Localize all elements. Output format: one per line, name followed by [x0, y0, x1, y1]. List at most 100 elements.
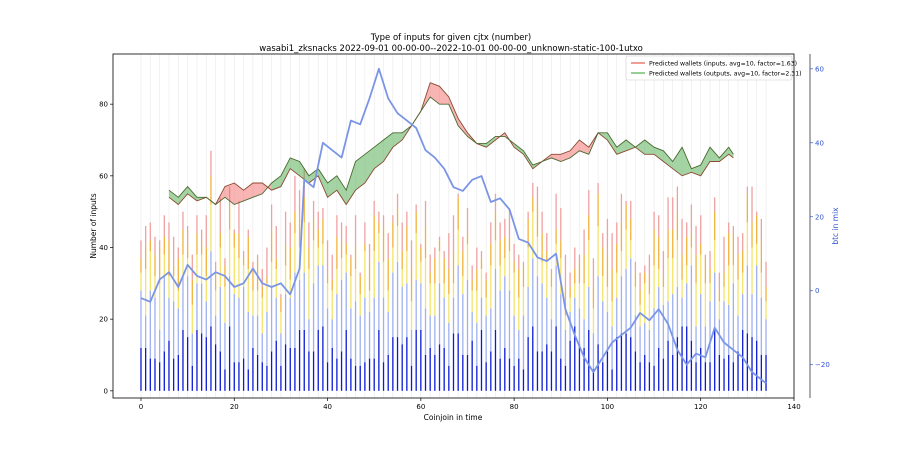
bar-fresh	[191, 365, 193, 391]
bar-top	[611, 233, 613, 269]
bar-top	[560, 208, 562, 241]
bar-remix	[700, 294, 702, 348]
bar-top	[182, 211, 184, 230]
bar-fresh	[630, 337, 632, 391]
bar-fresh	[331, 347, 333, 391]
bar-fresh	[424, 355, 427, 391]
bar-mid	[219, 247, 221, 287]
bar-top	[434, 247, 436, 259]
y-tick-label: 60	[99, 172, 108, 180]
bar-upper	[261, 286, 263, 298]
bar-fresh	[308, 351, 310, 391]
bar-remix	[653, 308, 655, 366]
bar-mid	[406, 251, 408, 284]
bar-remix	[224, 322, 226, 370]
bar-upper	[760, 240, 762, 273]
bar-mid	[378, 233, 380, 262]
bar-fresh	[662, 358, 665, 391]
bar-top	[494, 193, 497, 212]
bar-mid	[149, 251, 151, 291]
wallet-band-segment	[364, 147, 375, 183]
bar-top	[210, 150, 212, 176]
bar-remix	[648, 329, 651, 363]
bar-remix	[233, 294, 235, 363]
bar-fresh	[392, 337, 394, 391]
bar-fresh	[284, 344, 287, 391]
bar-remix	[392, 272, 394, 338]
bar-remix	[732, 283, 735, 363]
bar-fresh	[289, 347, 291, 391]
bar-mid	[210, 204, 212, 252]
bar-remix	[396, 261, 399, 338]
bar-upper	[583, 254, 585, 284]
bar-remix	[443, 297, 445, 348]
bar-upper	[686, 236, 688, 266]
bar-mid	[508, 251, 511, 291]
bar-upper	[158, 247, 161, 284]
bar-mid	[191, 304, 193, 334]
chart-title: Type of inputs for given cjtx (number)	[370, 33, 532, 43]
bar-mid	[462, 276, 464, 295]
bar-mid	[317, 247, 319, 266]
bar-top	[420, 243, 422, 248]
bar-top	[275, 226, 277, 259]
bar-mid	[546, 261, 548, 298]
bar-mid	[630, 240, 632, 259]
wallet-band-segment	[458, 118, 468, 137]
y-tick-label: 40	[99, 244, 108, 252]
bar-mid	[368, 290, 371, 312]
bar-mid	[200, 254, 203, 284]
bar-fresh	[518, 358, 520, 391]
bar-top	[354, 215, 357, 248]
bar-upper	[513, 261, 515, 273]
bar-top	[630, 200, 632, 219]
y-axis: 0 20 40 60 80	[99, 101, 113, 395]
bar-fresh	[471, 340, 473, 391]
bar-top	[298, 190, 301, 219]
wallet-band-segment	[430, 82, 440, 105]
wallet-band-segment	[682, 147, 692, 176]
bar-top	[331, 254, 333, 280]
bar-upper	[238, 233, 240, 259]
bar-mid	[270, 261, 273, 287]
bar-mid	[158, 283, 161, 330]
bar-remix	[340, 279, 343, 352]
bar-mid	[606, 286, 609, 312]
bar-top	[578, 254, 581, 262]
bar-top	[345, 226, 347, 244]
bar-remix	[667, 301, 669, 341]
bar-fresh	[448, 365, 450, 391]
bar-upper	[247, 236, 249, 269]
bar-fresh	[653, 365, 655, 391]
bar-upper	[592, 286, 595, 309]
bar-top	[625, 200, 627, 205]
legend-inputs-label: Predicted wallets (inputs, avg=10, facto…	[649, 61, 797, 68]
bar-top	[732, 226, 735, 234]
wallet-band-segment	[355, 154, 365, 191]
bar-upper	[387, 258, 389, 291]
bar-upper	[471, 279, 473, 291]
bar-mid	[532, 211, 534, 259]
wallet-band-segment	[448, 97, 459, 126]
bar-remix	[742, 294, 744, 330]
bar-fresh	[224, 369, 226, 391]
bar-remix	[714, 272, 716, 330]
bar-upper	[667, 229, 669, 259]
bar-top	[662, 251, 665, 277]
bar-mid	[410, 301, 413, 330]
wallet-band-segment	[607, 132, 617, 155]
bar-top	[410, 240, 413, 269]
bar-top	[676, 186, 679, 212]
bar-remix	[751, 294, 753, 338]
bar-mid	[294, 233, 296, 273]
bar-fresh	[765, 355, 767, 391]
bar-remix	[420, 283, 422, 330]
bar-top	[191, 254, 193, 280]
bar-upper	[630, 218, 632, 241]
bar-remix	[672, 294, 674, 355]
bar-fresh	[373, 358, 375, 391]
bar-upper	[410, 269, 413, 302]
bar-mid	[676, 240, 679, 287]
bar-mid	[140, 272, 142, 291]
bar-top	[597, 183, 599, 194]
